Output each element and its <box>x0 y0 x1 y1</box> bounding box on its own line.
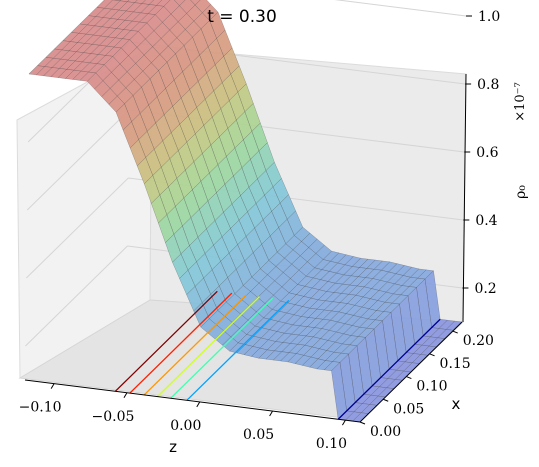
z-tick-label: 0.05 <box>243 427 274 443</box>
contour-line <box>156 296 260 398</box>
x-tick-mark <box>382 398 389 402</box>
x-tick-mark <box>359 421 366 425</box>
x-tick-label: 0.05 <box>393 401 424 417</box>
contour-lines <box>114 290 441 420</box>
z-axis-line <box>24 379 361 423</box>
x-tick-label: 0.20 <box>463 333 494 349</box>
rho-axis-label: ρ₀ <box>513 185 529 199</box>
x-tick-mark <box>452 330 458 334</box>
rho-tick-label: 0.2 <box>474 281 496 297</box>
rho-tick-label: 0.8 <box>477 77 499 93</box>
grid-line <box>25 177 129 279</box>
x-tick-mark <box>406 376 412 380</box>
contour-line <box>186 299 290 401</box>
rho-axis-line <box>462 73 467 323</box>
grid-line <box>26 109 130 211</box>
contour-line <box>129 292 233 394</box>
x-tick-label: 0.00 <box>370 424 401 440</box>
x-axis-label: x <box>452 395 461 413</box>
z-tick-mark <box>269 410 274 417</box>
z-tick-mark <box>50 383 55 389</box>
surface-mesh <box>28 0 463 423</box>
z-tick-label: 0.10 <box>316 436 347 452</box>
rho-tick-label: 0.4 <box>475 213 497 229</box>
z-tick-mark <box>196 401 201 408</box>
z-tick-label: 0.00 <box>170 418 201 434</box>
contour-line <box>114 290 218 392</box>
contour-line <box>337 318 441 420</box>
x-tick-mark <box>429 353 435 357</box>
z-tick-label: −0.05 <box>92 409 135 425</box>
z-tick-mark <box>123 392 128 399</box>
contour-line <box>170 297 274 399</box>
chart-title: t = 0.30 <box>207 7 277 27</box>
grid-line <box>25 245 128 347</box>
rho-scale-label: ×10⁻⁷ <box>513 82 528 122</box>
x-tick-label: 0.10 <box>416 379 447 395</box>
grid-line <box>334 0 467 17</box>
rho-tick-label: 0.6 <box>476 145 498 161</box>
z-tick-label: −0.10 <box>19 400 62 416</box>
z-axis-label: z <box>169 438 177 456</box>
rho-tick-label: 1.0 <box>478 9 500 25</box>
contour-line <box>143 294 247 396</box>
z-tick-mark <box>342 419 346 426</box>
x-axis-line <box>359 321 463 423</box>
tick-labels: −0.10 −0.05 0.00 0.05 0.10 0.00 0.05 0.10 0.15 0.… <box>19 9 501 452</box>
x-tick-label: 0.15 <box>440 356 471 372</box>
